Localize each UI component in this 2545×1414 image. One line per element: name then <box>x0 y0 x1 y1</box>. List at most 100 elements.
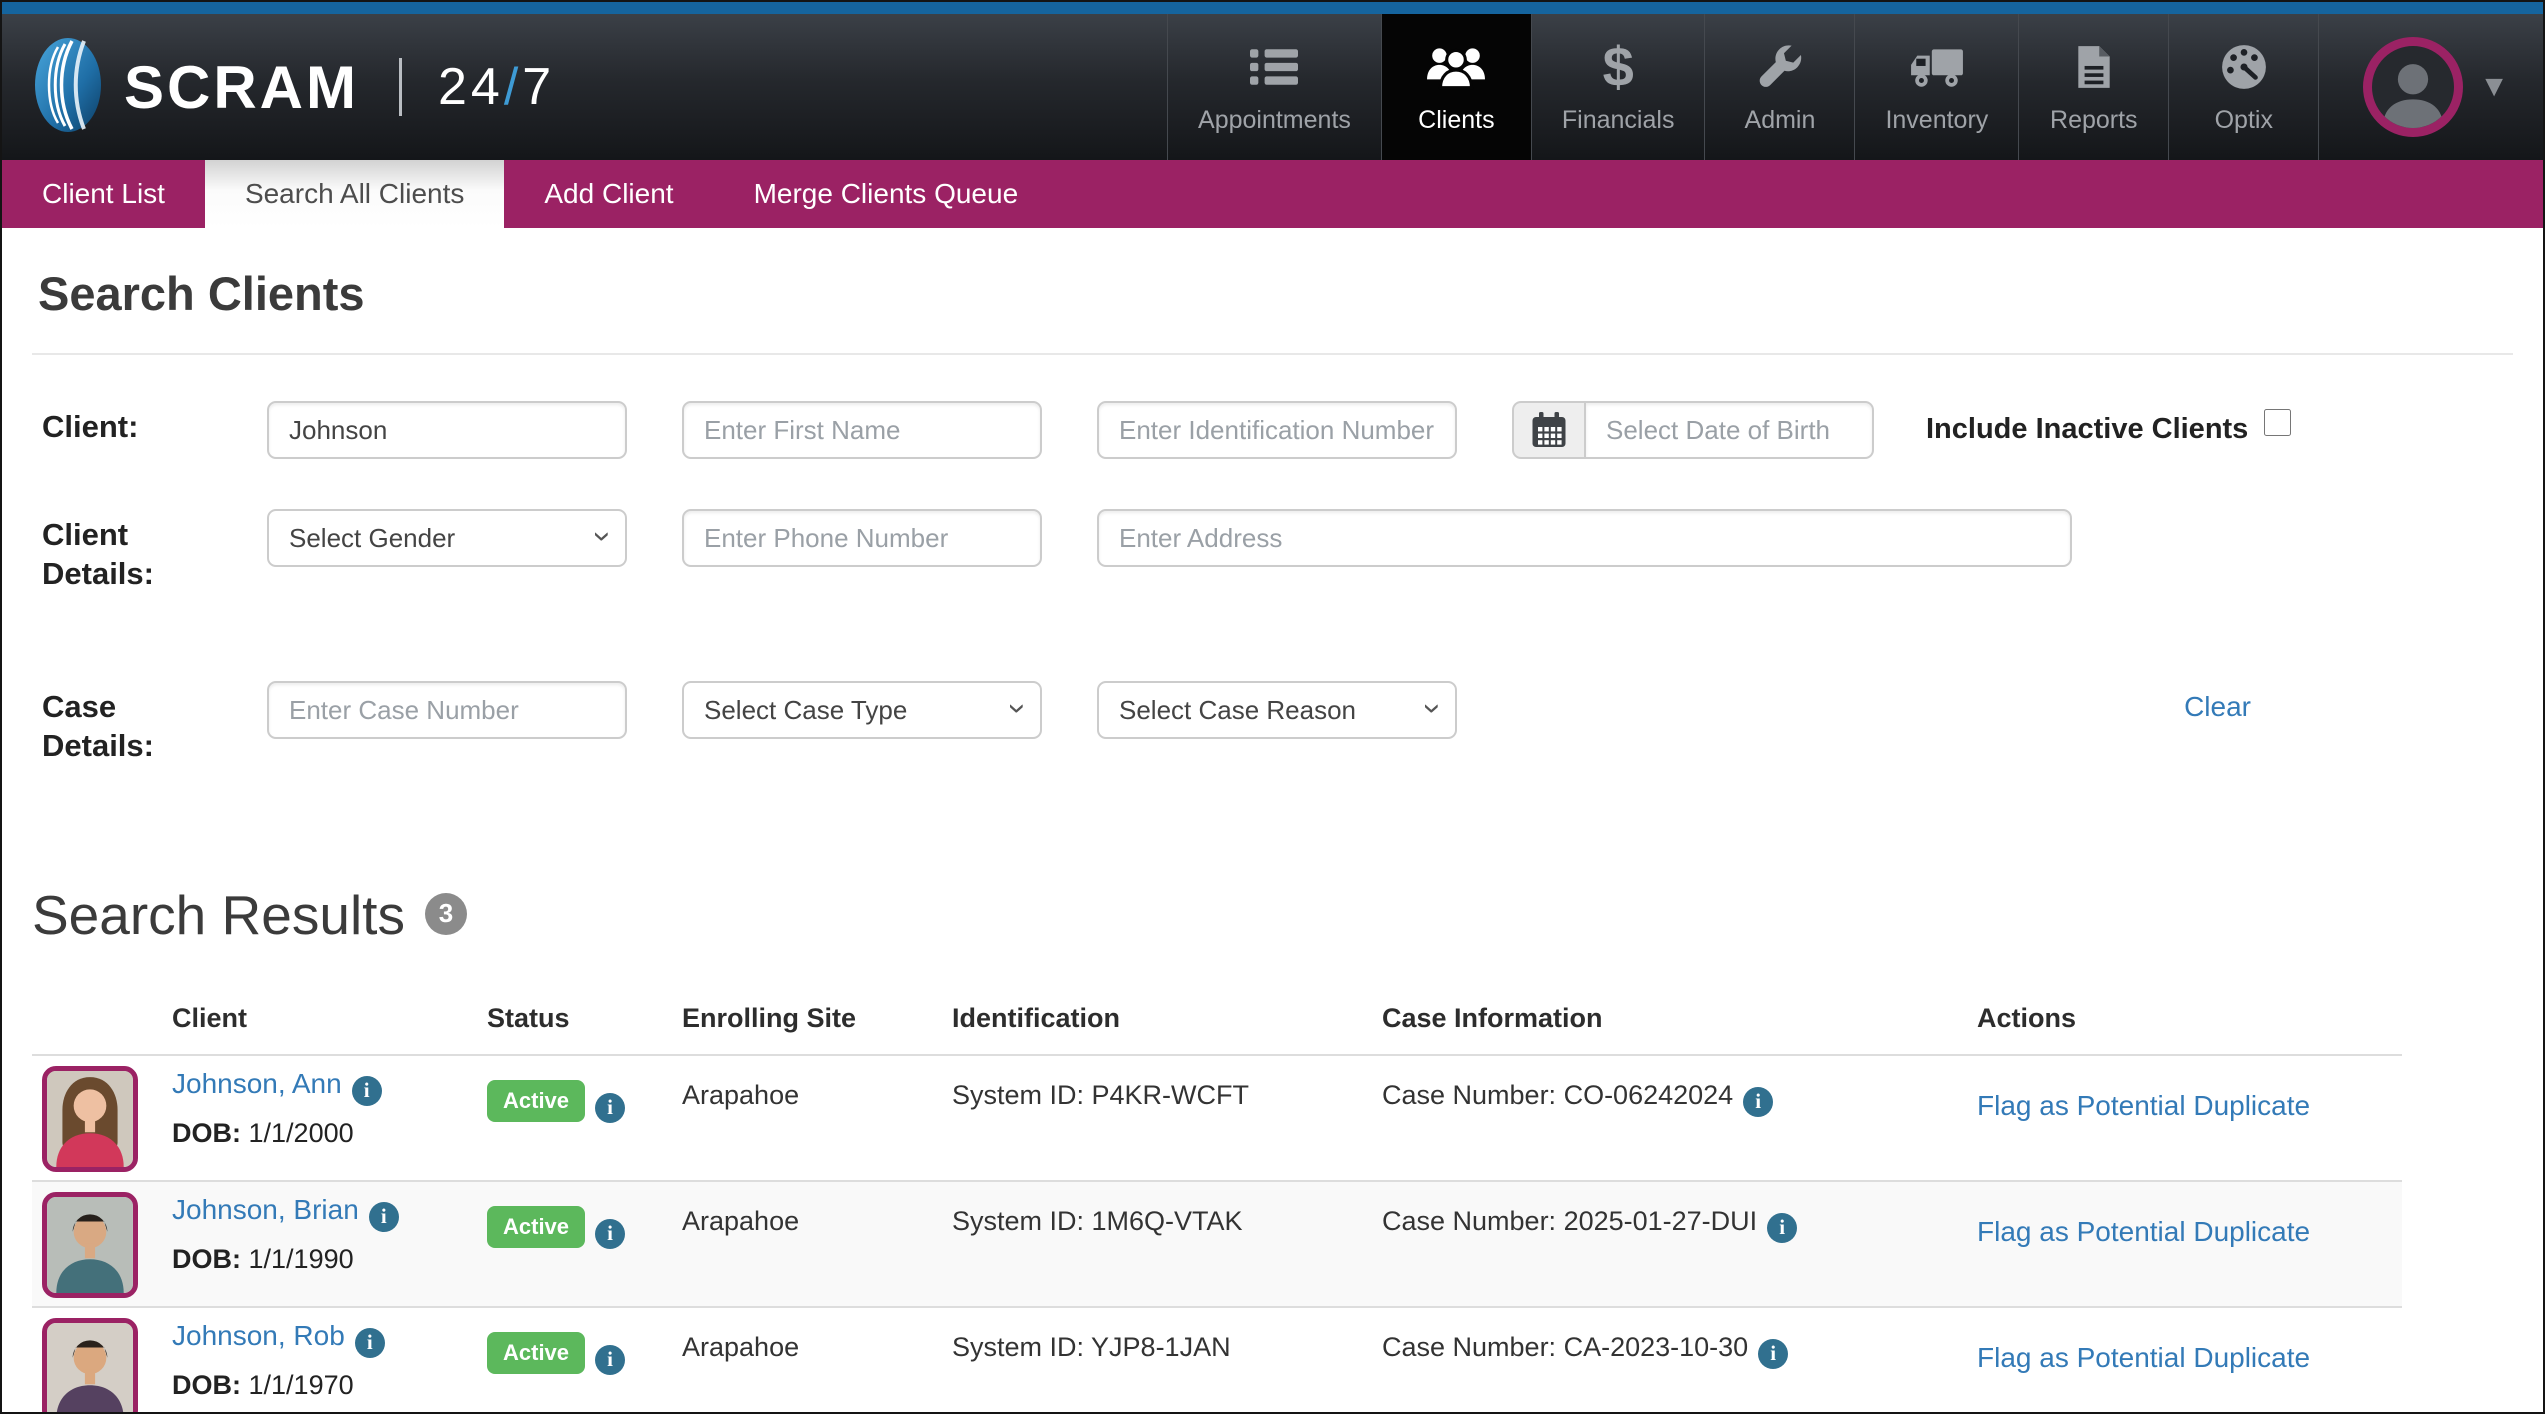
nav-label: Clients <box>1418 105 1495 134</box>
dob-group <box>1512 401 1874 459</box>
client-details-row: Client Details: Select Gender › <box>32 509 2513 593</box>
user-menu[interactable]: ▼ <box>2318 14 2543 160</box>
case-information-cell: Case Number: CA-2023-10-30 i <box>1382 1318 1977 1369</box>
tab-client-list[interactable]: Client List <box>2 160 205 228</box>
nav-item-appointments[interactable]: Appointments <box>1167 14 1381 160</box>
brand-logo[interactable]: SCRAM 24/7 <box>2 14 555 160</box>
client-label: Client: <box>42 409 139 444</box>
calendar-icon[interactable] <box>1512 401 1584 459</box>
client-photo[interactable] <box>42 1192 138 1298</box>
enrolling-site-cell: Arapahoe <box>682 1206 800 1236</box>
tab-merge-clients-queue[interactable]: Merge Clients Queue <box>714 160 1059 228</box>
brand-24: 24 <box>438 58 504 116</box>
include-inactive-checkbox[interactable] <box>2264 409 2292 436</box>
nav-item-optix[interactable]: Optix <box>2168 14 2318 160</box>
info-icon[interactable]: i <box>595 1092 626 1123</box>
flag-duplicate-link[interactable]: Flag as Potential Duplicate <box>1977 1090 2311 1121</box>
column-header-identification: Identification <box>952 1003 1120 1033</box>
case-number-text: Case Number: CA-2023-10-30 <box>1382 1332 1749 1362</box>
include-inactive-label: Include Inactive Clients <box>1926 413 2249 445</box>
dob-label: DOB: <box>172 1369 241 1400</box>
enrolling-site-cell: Arapahoe <box>682 1080 800 1110</box>
column-header-actions: Actions <box>1977 1003 2077 1033</box>
nav-label: Optix <box>2214 105 2273 134</box>
flag-duplicate-link[interactable]: Flag as Potential Duplicate <box>1977 1216 2311 1247</box>
dollar-icon: $ <box>1602 34 1634 98</box>
last-name-input[interactable] <box>267 401 627 459</box>
tab-label: Search All Clients <box>244 178 465 209</box>
tab-search-all-clients[interactable]: Search All Clients <box>204 160 505 228</box>
clients-tab-bar: Client List Search All Clients Add Clien… <box>2 160 2543 228</box>
status-cell: Active i <box>487 1066 682 1123</box>
actions-cell: Flag as Potential Duplicate <box>1977 1066 2402 1122</box>
info-icon[interactable]: i <box>354 1327 385 1358</box>
nav-item-clients[interactable]: Clients <box>1380 14 1531 160</box>
client-name-link[interactable]: Johnson, Brian <box>172 1194 359 1225</box>
results-title-text: Search Results <box>32 884 405 946</box>
phone-input[interactable] <box>682 509 1042 567</box>
nav-label: Inventory <box>1885 105 1989 134</box>
brand-slash: / <box>503 58 523 116</box>
status-badge: Active <box>487 1332 586 1374</box>
identification-cell: System ID: YJP8-1JAN <box>952 1332 1231 1362</box>
dob-input[interactable] <box>1584 401 1874 459</box>
dob-value: 1/1/1970 <box>248 1369 354 1400</box>
user-avatar-icon[interactable] <box>2363 37 2464 137</box>
include-inactive-wrap: Include Inactive Clients <box>1926 401 2292 446</box>
info-icon[interactable]: i <box>1743 1086 1774 1117</box>
table-row: Johnson, Brian i DOB: 1/1/1990 Active i Ar… <box>32 1180 2402 1306</box>
identification-input[interactable] <box>1097 401 1457 459</box>
tab-label: Merge Clients Queue <box>753 178 1019 209</box>
flag-duplicate-link[interactable]: Flag as Potential Duplicate <box>1977 1342 2311 1373</box>
nav-item-reports[interactable]: Reports <box>2018 14 2168 160</box>
client-photo[interactable] <box>42 1318 138 1412</box>
client-photo[interactable] <box>42 1066 138 1172</box>
first-name-input[interactable] <box>682 401 1042 459</box>
info-icon[interactable]: i <box>351 1075 382 1106</box>
client-cell: Johnson, Rob i DOB: 1/1/1970 <box>172 1318 487 1401</box>
table-header-row: Client Status Enrolling Site Identificat… <box>32 977 2402 1054</box>
nav-item-inventory[interactable]: Inventory <box>1854 14 2018 160</box>
gender-select[interactable]: Select Gender › <box>267 509 627 567</box>
column-header-enrolling-site: Enrolling Site <box>682 1003 857 1033</box>
client-name-link[interactable]: Johnson, Rob <box>172 1320 345 1351</box>
info-icon[interactable]: i <box>368 1201 399 1232</box>
truck-icon <box>1909 40 1965 94</box>
brand-247: 24/7 <box>438 57 555 117</box>
case-type-select-value: Select Case Type <box>704 694 908 725</box>
address-input[interactable] <box>1097 509 2072 567</box>
nav-label: Reports <box>2050 105 2138 134</box>
dob-value: 1/1/2000 <box>248 1117 354 1148</box>
case-reason-select[interactable]: Select Case Reason › <box>1097 681 1457 739</box>
case-number-input[interactable] <box>267 681 627 739</box>
case-type-select[interactable]: Select Case Type › <box>682 681 1042 739</box>
client-photo-cell <box>32 1192 172 1298</box>
column-header-case-information: Case Information <box>1382 1003 1603 1033</box>
tab-add-client[interactable]: Add Client <box>504 160 713 228</box>
document-icon <box>2076 40 2112 94</box>
info-icon[interactable]: i <box>595 1344 626 1375</box>
chevron-down-icon: › <box>1001 703 1038 714</box>
main-nav: Appointments Clients $ Financials Admin <box>1167 14 2543 160</box>
status-cell: Active i <box>487 1192 682 1249</box>
client-name-link[interactable]: Johnson, Ann <box>172 1068 342 1099</box>
case-information-cell: Case Number: CO-06242024 i <box>1382 1066 1977 1117</box>
nav-item-admin[interactable]: Admin <box>1704 14 1854 160</box>
clear-link[interactable]: Clear <box>2184 691 2251 722</box>
actions-cell: Flag as Potential Duplicate <box>1977 1318 2402 1374</box>
app-header: SCRAM 24/7 Appointments Clients $ Financ… <box>2 14 2543 160</box>
tab-label: Add Client <box>544 178 674 209</box>
case-number-text: Case Number: CO-06242024 <box>1382 1080 1734 1110</box>
chevron-down-icon[interactable]: ▼ <box>2479 70 2509 103</box>
results-table: Client Status Enrolling Site Identificat… <box>32 977 2402 1412</box>
nav-label: Financials <box>1561 105 1675 134</box>
info-icon[interactable]: i <box>1767 1212 1798 1243</box>
case-reason-select-value: Select Case Reason <box>1119 694 1357 725</box>
nav-label: Admin <box>1744 105 1816 134</box>
nav-item-financials[interactable]: $ Financials <box>1530 14 1705 160</box>
info-icon[interactable]: i <box>1758 1338 1789 1369</box>
chevron-down-icon: › <box>586 531 623 542</box>
column-header-client: Client <box>172 1003 248 1033</box>
client-search-row: Client: Include Inactive Clients <box>32 401 2513 459</box>
info-icon[interactable]: i <box>595 1218 626 1249</box>
